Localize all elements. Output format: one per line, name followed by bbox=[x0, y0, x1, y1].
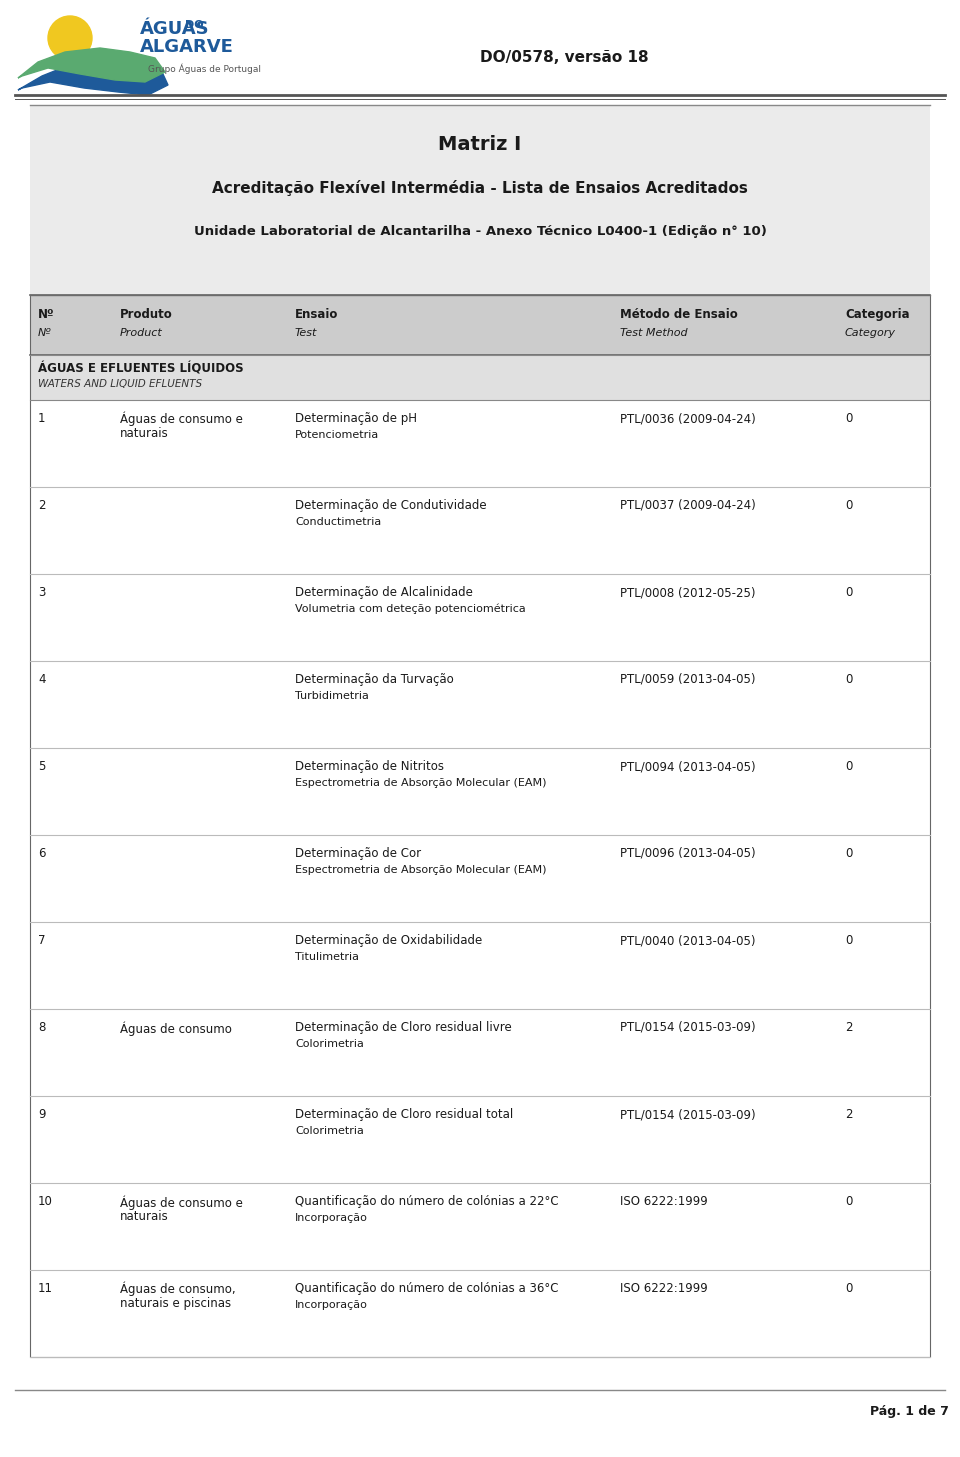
Text: Pág. 1 de 7: Pág. 1 de 7 bbox=[870, 1405, 948, 1418]
Bar bbox=[30, 105, 930, 294]
Text: 0: 0 bbox=[845, 586, 852, 599]
Text: 1: 1 bbox=[38, 412, 45, 425]
Text: Determinação de Alcalinidade: Determinação de Alcalinidade bbox=[295, 586, 473, 599]
Text: 0: 0 bbox=[845, 498, 852, 511]
Text: 0: 0 bbox=[845, 1195, 852, 1208]
Text: 0: 0 bbox=[845, 673, 852, 686]
Text: Espectrometria de Absorção Molecular (EAM): Espectrometria de Absorção Molecular (EA… bbox=[295, 865, 546, 876]
Text: 0: 0 bbox=[845, 1282, 852, 1295]
Text: Nº: Nº bbox=[38, 328, 52, 338]
Text: Potenciometria: Potenciometria bbox=[295, 430, 379, 440]
Text: Determinação de Nitritos: Determinação de Nitritos bbox=[295, 761, 444, 774]
Text: Volumetria com deteção potenciométrica: Volumetria com deteção potenciométrica bbox=[295, 605, 526, 615]
Text: 0: 0 bbox=[845, 761, 852, 774]
Text: naturais e piscinas: naturais e piscinas bbox=[120, 1297, 231, 1310]
Text: 2: 2 bbox=[845, 1021, 852, 1034]
Text: Espectrometria de Absorção Molecular (EAM): Espectrometria de Absorção Molecular (EA… bbox=[295, 778, 546, 788]
Text: Grupo Águas de Portugal: Grupo Águas de Portugal bbox=[148, 63, 261, 73]
Text: 5: 5 bbox=[38, 761, 45, 774]
Text: Método de Ensaio: Método de Ensaio bbox=[620, 307, 737, 321]
Text: Águas de consumo e: Águas de consumo e bbox=[120, 412, 243, 427]
Text: WATERS AND LIQUID EFLUENTS: WATERS AND LIQUID EFLUENTS bbox=[38, 379, 203, 389]
Text: PTL/0036 (2009-04-24): PTL/0036 (2009-04-24) bbox=[620, 412, 756, 425]
Text: ISO 6222:1999: ISO 6222:1999 bbox=[620, 1195, 708, 1208]
Text: Águas de consumo: Águas de consumo bbox=[120, 1021, 232, 1036]
Text: DO/0578, versão 18: DO/0578, versão 18 bbox=[480, 50, 649, 66]
Text: naturais: naturais bbox=[120, 427, 169, 440]
Text: Determinação de pH: Determinação de pH bbox=[295, 412, 417, 425]
Text: Conductimetria: Conductimetria bbox=[295, 517, 381, 527]
Text: 2: 2 bbox=[845, 1107, 852, 1120]
Text: ISO 6222:1999: ISO 6222:1999 bbox=[620, 1282, 708, 1295]
Text: ÁGUAS: ÁGUAS bbox=[140, 20, 209, 38]
Text: PTL/0037 (2009-04-24): PTL/0037 (2009-04-24) bbox=[620, 498, 756, 511]
Text: Categoria: Categoria bbox=[845, 307, 910, 321]
Text: naturais: naturais bbox=[120, 1209, 169, 1222]
Text: 6: 6 bbox=[38, 847, 45, 860]
Text: Test Method: Test Method bbox=[620, 328, 687, 338]
Text: 4: 4 bbox=[38, 673, 45, 686]
Text: Águas de consumo e: Águas de consumo e bbox=[120, 1195, 243, 1209]
Text: Ensaio: Ensaio bbox=[295, 307, 338, 321]
Text: PTL/0096 (2013-04-05): PTL/0096 (2013-04-05) bbox=[620, 847, 756, 860]
Circle shape bbox=[48, 16, 92, 60]
Text: 8: 8 bbox=[38, 1021, 45, 1034]
Polygon shape bbox=[18, 60, 168, 95]
Text: 0: 0 bbox=[845, 934, 852, 947]
Text: Determinação de Cloro residual total: Determinação de Cloro residual total bbox=[295, 1107, 514, 1120]
Text: Determinação de Condutividade: Determinação de Condutividade bbox=[295, 498, 487, 511]
Text: Produto: Produto bbox=[120, 307, 173, 321]
Text: 2: 2 bbox=[38, 498, 45, 511]
Bar bbox=[30, 356, 930, 401]
Text: PTL/0059 (2013-04-05): PTL/0059 (2013-04-05) bbox=[620, 673, 756, 686]
Text: Determinação de Cor: Determinação de Cor bbox=[295, 847, 421, 860]
Text: 0: 0 bbox=[845, 847, 852, 860]
Text: Incorporação: Incorporação bbox=[295, 1300, 368, 1310]
Text: ÁGUAS E EFLUENTES LÍQUIDOS: ÁGUAS E EFLUENTES LÍQUIDOS bbox=[38, 361, 244, 374]
Text: 7: 7 bbox=[38, 934, 45, 947]
Bar bbox=[30, 294, 930, 1356]
Text: Colorimetria: Colorimetria bbox=[295, 1039, 364, 1049]
Text: PTL/0040 (2013-04-05): PTL/0040 (2013-04-05) bbox=[620, 934, 756, 947]
Text: Incorporação: Incorporação bbox=[295, 1214, 368, 1222]
Text: Test: Test bbox=[295, 328, 318, 338]
Text: 11: 11 bbox=[38, 1282, 53, 1295]
Text: 10: 10 bbox=[38, 1195, 53, 1208]
Text: Titulimetria: Titulimetria bbox=[295, 951, 359, 962]
Text: PTL/0094 (2013-04-05): PTL/0094 (2013-04-05) bbox=[620, 761, 756, 774]
Polygon shape bbox=[18, 48, 165, 82]
Text: PTL/0154 (2015-03-09): PTL/0154 (2015-03-09) bbox=[620, 1107, 756, 1120]
Text: Product: Product bbox=[120, 328, 163, 338]
Text: PTL/0008 (2012-05-25): PTL/0008 (2012-05-25) bbox=[620, 586, 756, 599]
Text: Determinação de Cloro residual livre: Determinação de Cloro residual livre bbox=[295, 1021, 512, 1034]
Text: Matriz I: Matriz I bbox=[439, 136, 521, 154]
Text: Nº: Nº bbox=[38, 307, 55, 321]
Text: Determinação de Oxidabilidade: Determinação de Oxidabilidade bbox=[295, 934, 482, 947]
Text: 3: 3 bbox=[38, 586, 45, 599]
Text: Quantificação do número de colónias a 22°C: Quantificação do número de colónias a 22… bbox=[295, 1195, 559, 1208]
Text: ALGARVE: ALGARVE bbox=[140, 38, 234, 55]
Bar bbox=[30, 294, 930, 356]
Text: Colorimetria: Colorimetria bbox=[295, 1126, 364, 1136]
Text: Unidade Laboratorial de Alcantarilha - Anexo Técnico L0400-1 (Edição n° 10): Unidade Laboratorial de Alcantarilha - A… bbox=[194, 224, 766, 237]
Text: Quantificação do número de colónias a 36°C: Quantificação do número de colónias a 36… bbox=[295, 1282, 559, 1295]
Text: Determinação da Turvação: Determinação da Turvação bbox=[295, 673, 454, 686]
Text: 0: 0 bbox=[845, 412, 852, 425]
Text: Category: Category bbox=[845, 328, 896, 338]
Text: Turbidimetria: Turbidimetria bbox=[295, 691, 369, 701]
Text: Águas de consumo,: Águas de consumo, bbox=[120, 1282, 235, 1297]
Text: DO: DO bbox=[185, 20, 204, 31]
Text: PTL/0154 (2015-03-09): PTL/0154 (2015-03-09) bbox=[620, 1021, 756, 1034]
Text: 9: 9 bbox=[38, 1107, 45, 1120]
Text: Acreditação Flexível Intermédia - Lista de Ensaios Acreditados: Acreditação Flexível Intermédia - Lista … bbox=[212, 181, 748, 197]
